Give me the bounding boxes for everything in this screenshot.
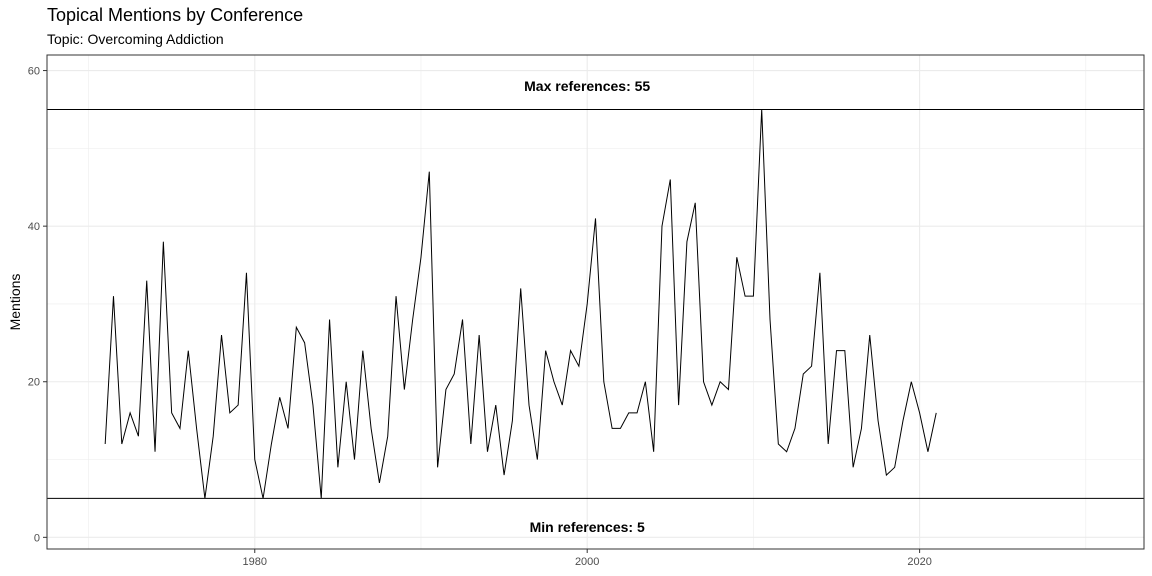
series-line bbox=[104, 109, 937, 499]
y-tick-label: 20 bbox=[28, 377, 40, 389]
grid-minor-x bbox=[88, 55, 1087, 549]
x-tick-label: 2000 bbox=[575, 556, 599, 568]
y-tick-label: 0 bbox=[34, 532, 40, 544]
y-axis: 0 20 40 60 bbox=[28, 66, 47, 544]
y-tick-label: 40 bbox=[28, 221, 40, 233]
chart-subtitle: Topic: Overcoming Addiction bbox=[47, 31, 224, 47]
y-axis-title: Mentions bbox=[7, 274, 23, 331]
x-tick-label: 1980 bbox=[243, 556, 267, 568]
x-tick-label: 2020 bbox=[907, 556, 931, 568]
y-tick-label: 60 bbox=[28, 66, 40, 78]
panel-border bbox=[46, 54, 1145, 550]
reference-label: Max references: 55 bbox=[524, 78, 650, 94]
chart-title: Topical Mentions by Conference bbox=[47, 5, 304, 25]
reference-lines: Max references: 55 Min references: 5 bbox=[47, 78, 1144, 535]
reference-label: Min references: 5 bbox=[530, 519, 645, 535]
x-axis: 1980 2000 2020 bbox=[243, 549, 932, 568]
grid-minor-y bbox=[47, 148, 1144, 460]
